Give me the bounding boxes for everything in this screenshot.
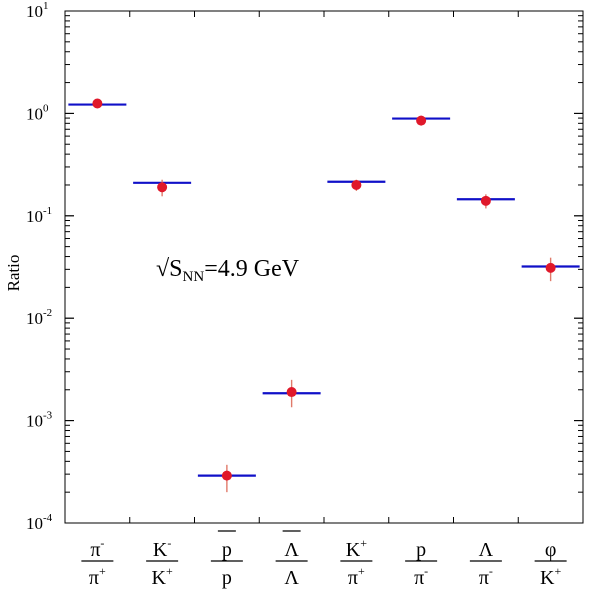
numerator-symbol: Λ — [284, 539, 299, 561]
numerator-symbol: φ — [545, 539, 557, 561]
label-denominator: Λ — [284, 567, 299, 589]
model-series — [68, 103, 580, 477]
y-tick-label: 10-2 — [26, 307, 52, 328]
y-axis-ticks — [65, 10, 583, 524]
y-tick-exponent: -4 — [43, 512, 53, 524]
label-denominator: K+ — [152, 564, 173, 589]
category-label: pπ- — [405, 539, 438, 589]
y-tick-label: 10-1 — [26, 205, 52, 226]
denominator-symbol: π — [479, 567, 489, 589]
data-series — [92, 98, 556, 493]
numerator-charge: + — [360, 536, 367, 550]
data-point — [221, 470, 232, 481]
category-label: Λπ- — [469, 539, 502, 589]
y-tick-exponent: 1 — [43, 0, 49, 12]
category-label: π-π+ — [81, 536, 114, 589]
label-numerator: K+ — [346, 536, 367, 561]
annotation-s: S — [169, 256, 182, 282]
denominator-symbol: π — [414, 567, 424, 589]
data-point — [157, 182, 168, 193]
y-tick-label: 10-3 — [26, 410, 53, 431]
category-label: ΛΛ — [275, 530, 308, 589]
numerator-symbol: K — [153, 539, 168, 561]
label-numerator: p — [222, 539, 232, 561]
annotation-sub: NN — [183, 269, 205, 285]
numerator-symbol: Λ — [479, 539, 494, 561]
y-tick-label: 100 — [26, 102, 49, 123]
y-tick-base: 10 — [26, 2, 43, 21]
y-axis-label: Ratio — [4, 255, 23, 292]
denominator-symbol: p — [222, 567, 232, 589]
y-tick-label: 101 — [26, 0, 49, 21]
y-tick-exponent: -2 — [43, 307, 52, 319]
y-tick-exponent: 0 — [43, 102, 49, 114]
y-tick-exponent: -3 — [43, 410, 53, 422]
y-tick-label: 10-4 — [26, 512, 53, 533]
y-tick-base: 10 — [26, 412, 43, 431]
category-label: K-K+ — [146, 536, 179, 589]
numerator-symbol: p — [222, 539, 232, 561]
denominator-charge: - — [424, 564, 428, 578]
data-point — [545, 262, 556, 273]
label-numerator: π- — [90, 536, 104, 561]
label-denominator: π- — [479, 564, 493, 589]
y-tick-exponent: -1 — [43, 205, 52, 217]
label-numerator: p — [416, 539, 426, 561]
data-point — [480, 195, 491, 206]
y-tick-base: 10 — [26, 514, 43, 533]
denominator-charge: + — [99, 564, 106, 578]
y-tick-base: 10 — [26, 104, 43, 123]
category-label: φK+ — [534, 539, 567, 589]
label-denominator: π+ — [89, 564, 106, 589]
data-point — [286, 387, 297, 398]
label-denominator: π- — [414, 564, 428, 589]
energy-annotation: √SNN=4.9 GeV — [156, 256, 300, 285]
numerator-symbol: π — [90, 539, 100, 561]
category-label: K+π+ — [340, 536, 373, 589]
denominator-charge: + — [554, 564, 561, 578]
label-denominator: p — [222, 567, 232, 589]
numerator-symbol: p — [416, 539, 426, 561]
category-label: pp — [210, 530, 243, 589]
denominator-symbol: K — [540, 567, 555, 589]
label-denominator: K+ — [540, 564, 561, 589]
y-tick-base: 10 — [26, 309, 43, 328]
denominator-symbol: K — [152, 567, 167, 589]
numerator-charge: - — [100, 536, 104, 550]
label-numerator: φ — [545, 539, 557, 561]
data-point — [92, 98, 103, 109]
denominator-symbol: Λ — [284, 567, 299, 589]
denominator-charge: + — [358, 564, 365, 578]
denominator-symbol: π — [89, 567, 99, 589]
data-point — [416, 115, 427, 126]
label-denominator: π+ — [348, 564, 365, 589]
denominator-charge: - — [489, 564, 493, 578]
denominator-charge: + — [166, 564, 173, 578]
label-numerator: Λ — [284, 539, 299, 561]
annotation-energy: =4.9 GeV — [204, 256, 300, 282]
y-tick-base: 10 — [26, 207, 43, 226]
denominator-symbol: π — [348, 567, 358, 589]
plot-frame — [64, 10, 584, 524]
numerator-symbol: K — [346, 539, 361, 561]
label-numerator: Λ — [479, 539, 494, 561]
numerator-charge: - — [167, 536, 171, 550]
sqrt-symbol: √ — [156, 256, 170, 282]
data-point — [351, 179, 362, 190]
label-numerator: K- — [153, 536, 171, 561]
